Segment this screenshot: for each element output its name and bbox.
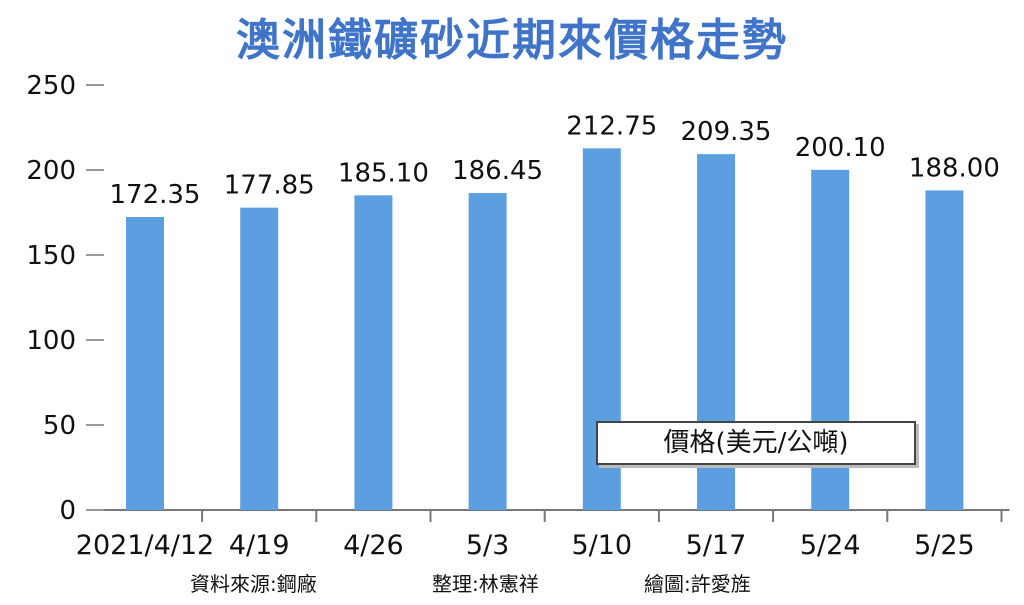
footer-editor: 整理:林憲祥	[432, 572, 539, 596]
value-label: 212.75	[566, 111, 657, 141]
chart-title: 澳洲鐵礦砂近期來價格走勢	[236, 15, 788, 66]
y-tick-label: 150	[26, 241, 76, 271]
category-label: 4/19	[229, 530, 290, 561]
bar	[925, 190, 964, 510]
bar	[468, 193, 507, 510]
footer-source: 資料來源:鋼廠	[190, 572, 317, 596]
bar	[354, 195, 393, 510]
category-label: 5/3	[466, 530, 509, 561]
value-label: 209.35	[681, 117, 772, 147]
chart-labels: 172.35 2021/4/12 177.85 4/19 185.10 4/26 186.4…	[76, 111, 1000, 561]
value-label: 177.85	[224, 171, 315, 201]
category-label: 5/25	[914, 530, 975, 561]
y-tick-label: 250	[26, 71, 76, 101]
value-label: 200.10	[795, 133, 886, 163]
bar	[240, 207, 279, 510]
value-label: 185.10	[338, 158, 429, 188]
legend-label: 價格(美元/公噸)	[663, 428, 849, 458]
category-label: 5/17	[686, 530, 747, 561]
footer-illustrator: 繪圖:許愛旌	[644, 572, 751, 596]
y-tick-label: 200	[26, 156, 76, 186]
category-label: 5/24	[800, 530, 861, 561]
value-label: 188.00	[909, 153, 1000, 183]
value-label: 186.45	[452, 156, 543, 186]
y-tick-label: 0	[59, 496, 76, 526]
bar	[126, 217, 164, 510]
y-tick-label: 100	[26, 326, 76, 356]
category-label: 4/26	[343, 530, 404, 561]
category-label: 5/10	[571, 530, 632, 561]
category-label: 2021/4/12	[76, 530, 214, 561]
chart-axes: 0 50 100 150 200 250	[26, 71, 1010, 526]
value-label: 172.35	[110, 180, 201, 210]
y-tick-label: 50	[43, 411, 76, 441]
legend-box: 價格(美元/公噸)	[596, 421, 916, 465]
